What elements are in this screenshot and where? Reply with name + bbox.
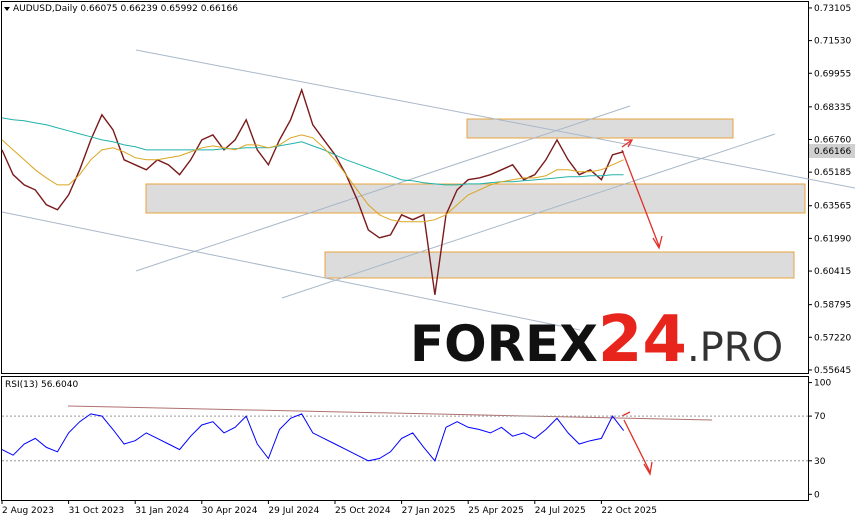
price-marker-label: 0.66166 xyxy=(814,147,851,157)
zone xyxy=(466,118,734,139)
x-tick-label: 31 Oct 2023 xyxy=(69,506,125,516)
y-tick-label: 0.55645 xyxy=(814,366,851,376)
open: 0.66075 xyxy=(80,4,117,14)
x-tick-label: 31 Jan 2024 xyxy=(135,506,189,516)
y-tick-label: 70 xyxy=(814,412,826,422)
y-tick-label: 0.65185 xyxy=(814,168,851,178)
forecast-arrow xyxy=(621,139,663,250)
trend-line xyxy=(67,405,713,421)
y-tick-label: 100 xyxy=(814,379,831,389)
x-tick-label: 24 Jul 2025 xyxy=(535,506,586,516)
x-tick-label: 30 Apr 2024 xyxy=(202,506,258,516)
rsi-header: RSI(13) 56.6040 xyxy=(5,380,78,390)
y-tick-label: 0.66760 xyxy=(814,136,851,146)
y-tick-label: 0.71530 xyxy=(814,37,851,47)
menu-arrow xyxy=(4,7,10,11)
trend-line xyxy=(135,49,855,189)
x-tick-label: 22 Oct 2025 xyxy=(601,506,657,516)
y-tick-label: 0.58795 xyxy=(814,301,851,311)
zone xyxy=(324,251,795,279)
rsi-value: 56.6040 xyxy=(41,380,78,390)
price-panel xyxy=(1,1,809,374)
plot xyxy=(1,87,808,462)
series-line xyxy=(1,87,624,295)
high: 0.66239 xyxy=(121,4,158,14)
series-line xyxy=(1,117,624,186)
y-tick-label: 0.60415 xyxy=(814,267,851,277)
watermark-domain: .PRO xyxy=(687,325,783,371)
x-tick-label: 29 Jul 2024 xyxy=(268,506,319,516)
header: AUDUSD,Daily 0.66075 0.66239 0.65992 0.6… xyxy=(13,4,238,14)
low: 0.65992 xyxy=(161,4,198,14)
series-line xyxy=(1,413,624,462)
x-tick-label: 25 Oct 2024 xyxy=(335,506,391,516)
trend-line xyxy=(1,211,581,331)
price-marker xyxy=(809,144,855,158)
rsi-panel xyxy=(1,376,809,501)
watermark-number: 24 xyxy=(598,303,687,377)
y-tick-label: 0.57220 xyxy=(814,333,851,343)
trend-line xyxy=(281,133,776,299)
y-tick-label: 0 xyxy=(814,490,820,500)
symbol: AUDUSD,Daily xyxy=(13,4,78,14)
watermark-text: FOREX xyxy=(410,315,598,373)
series-line xyxy=(1,134,624,223)
y-tick-label: 0.61990 xyxy=(814,234,851,244)
x-tick-label: 2 Aug 2023 xyxy=(2,506,54,516)
x-tick-label: 25 Apr 2025 xyxy=(468,506,524,516)
y-tick-label: 0.68335 xyxy=(814,103,851,113)
watermark: FOREX24.PRO xyxy=(410,303,783,377)
y-tick-label: 0.73105 xyxy=(814,4,851,14)
x-tick-label: 27 Jan 2025 xyxy=(402,506,456,516)
y-tick-label: 0.63565 xyxy=(814,202,851,212)
y-tick-label: 30 xyxy=(814,457,826,467)
rsi-title: RSI(13) xyxy=(5,380,38,390)
close: 0.66166 xyxy=(201,4,238,14)
trend-line xyxy=(135,105,631,272)
y-tick-label: 0.69955 xyxy=(814,69,851,79)
zone xyxy=(145,183,806,214)
forecast-arrow xyxy=(621,411,653,476)
